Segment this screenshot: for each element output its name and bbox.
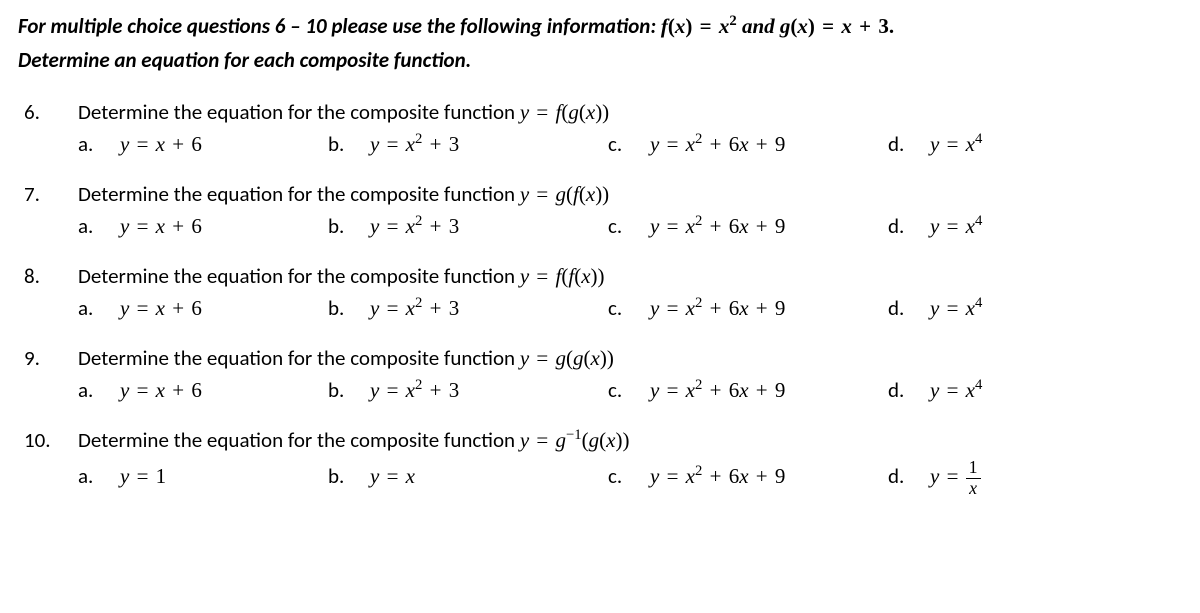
choice-b[interactable]: b.y = x2 + 3 — [328, 213, 608, 239]
choice-b[interactable]: b.y = x2 + 3 — [328, 377, 608, 403]
choice-d[interactable]: d.y = x4 — [888, 377, 1182, 403]
question-number: 7. — [24, 181, 78, 207]
choice-d[interactable]: d.y = 1x — [888, 459, 1182, 498]
question-9-choices: a.y = x + 6 b.y = x2 + 3 c.y = x2 + 6x +… — [18, 377, 1182, 403]
choice-a[interactable]: a.y = x + 6 — [78, 295, 328, 321]
question-9: 9. Determine the equation for the compos… — [18, 345, 1182, 371]
question-8: 8. Determine the equation for the compos… — [18, 263, 1182, 289]
choice-b[interactable]: b.y = x2 + 3 — [328, 131, 608, 157]
question-6-choices: a.y = x + 6 b.y = x2 + 3 c.y = x2 + 6x +… — [18, 131, 1182, 157]
question-text: Determine the equation for the composite… — [78, 99, 520, 125]
choice-a[interactable]: a.y = x + 6 — [78, 213, 328, 239]
instructions-line2: Determine an equation for each composite… — [18, 44, 1182, 78]
question-text: Determine the equation for the composite… — [78, 345, 520, 371]
question-text: Determine the equation for the composite… — [78, 181, 520, 207]
choice-a[interactable]: a.y = x + 6 — [78, 377, 328, 403]
choice-d[interactable]: d.y = x4 — [888, 295, 1182, 321]
choice-a[interactable]: a.y = x + 6 — [78, 131, 328, 157]
choice-c[interactable]: c.y = x2 + 6x + 9 — [608, 463, 888, 489]
question-number: 6. — [24, 99, 78, 125]
instructions: For multiple choice questions 6 – 10 ple… — [18, 10, 1182, 77]
question-number: 9. — [24, 345, 78, 371]
question-10-choices: a.y = 1 b.y = x c.y = x2 + 6x + 9 d.y = … — [18, 459, 1182, 498]
choice-c[interactable]: c.y = x2 + 6x + 9 — [608, 295, 888, 321]
choice-b[interactable]: b.y = x2 + 3 — [328, 295, 608, 321]
choice-a[interactable]: a.y = 1 — [78, 463, 328, 489]
question-6: 6. Determine the equation for the compos… — [18, 99, 1182, 125]
question-text: Determine the equation for the composite… — [78, 263, 520, 289]
choice-b[interactable]: b.y = x — [328, 463, 608, 489]
question-text: Determine the equation for the composite… — [78, 427, 520, 453]
question-number: 8. — [24, 263, 78, 289]
question-number: 10. — [24, 427, 78, 453]
question-8-choices: a.y = x + 6 b.y = x2 + 3 c.y = x2 + 6x +… — [18, 295, 1182, 321]
choice-c[interactable]: c.y = x2 + 6x + 9 — [608, 377, 888, 403]
question-10: 10. Determine the equation for the compo… — [18, 427, 1182, 453]
question-7-choices: a.y = x + 6 b.y = x2 + 3 c.y = x2 + 6x +… — [18, 213, 1182, 239]
choice-c[interactable]: c.y = x2 + 6x + 9 — [608, 131, 888, 157]
choice-d[interactable]: d.y = x4 — [888, 131, 1182, 157]
choice-c[interactable]: c.y = x2 + 6x + 9 — [608, 213, 888, 239]
question-7: 7. Determine the equation for the compos… — [18, 181, 1182, 207]
choice-d[interactable]: d.y = x4 — [888, 213, 1182, 239]
instructions-text: For multiple choice questions 6 – 10 ple… — [18, 13, 661, 39]
